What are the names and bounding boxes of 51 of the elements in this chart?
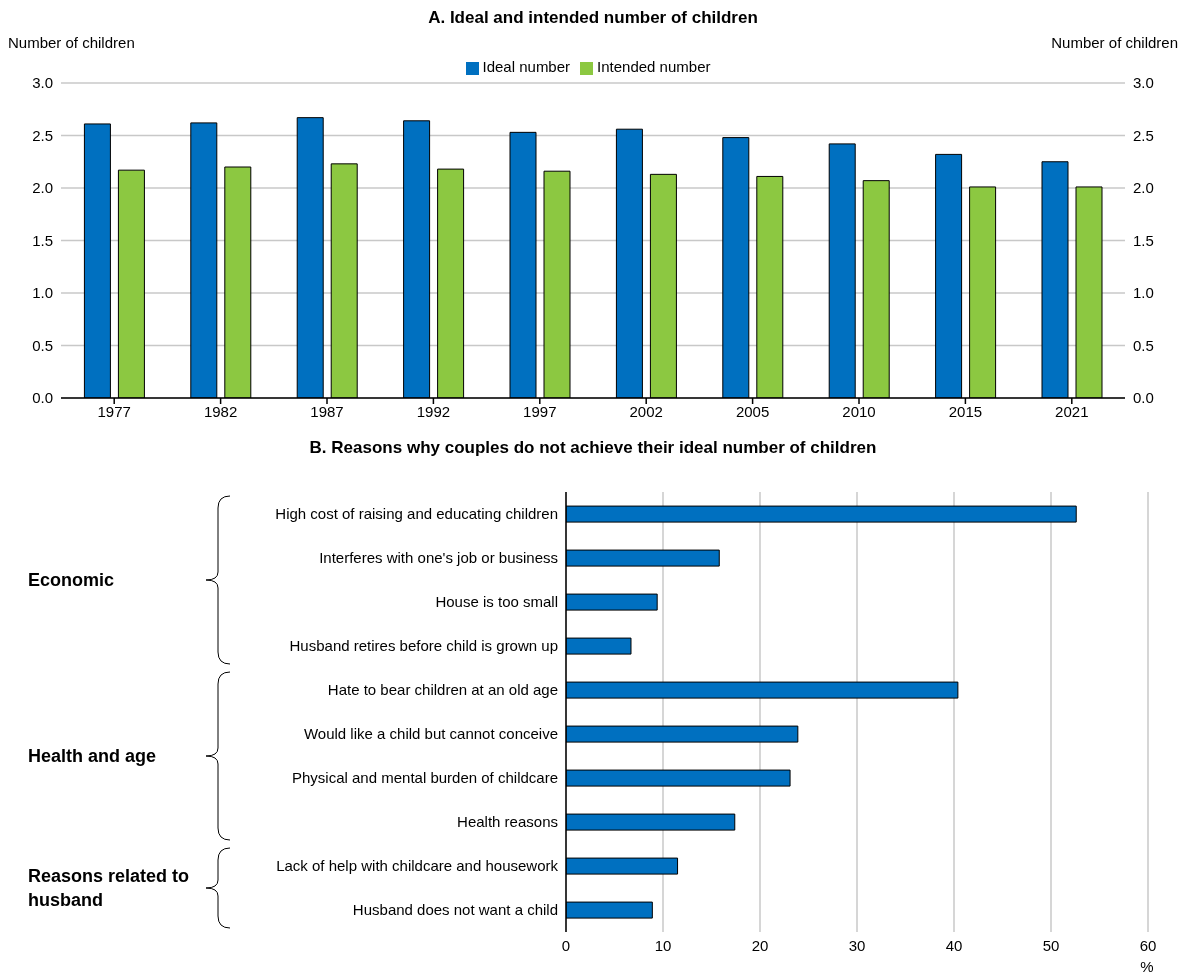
x-tick-label: 1997 [523, 402, 557, 420]
x-tick-label: 30 [848, 936, 866, 954]
y-tick-label: Husband does not want a child [352, 901, 558, 919]
x-tick-label: 1987 [310, 402, 344, 420]
y-tick-label: Would like a child but cannot conceive [303, 725, 558, 743]
y-tick-label: 0.5 [32, 336, 53, 354]
chart-title: B. Reasons why couples do not achieve their ideal number of children [308, 438, 878, 458]
x-tick-label: 1982 [203, 402, 238, 420]
x-tick-label: 2005 [735, 402, 770, 420]
legend-label: Intended number [597, 58, 711, 75]
x-tick-label: 1992 [416, 402, 451, 420]
x-tick-label: 20 [751, 936, 769, 954]
legend-label: Ideal number [482, 58, 571, 75]
y2-tick-label: 2.5 [1133, 126, 1154, 144]
x-tick-label: 0 [561, 936, 571, 954]
x-tick-label: 1977 [97, 402, 131, 420]
x-tick-label: 10 [654, 936, 672, 954]
text: Reasons related to husband [28, 865, 191, 912]
y-tick-label: Interferes with one's job or business [319, 549, 558, 567]
y-tick-label: 1.5 [32, 231, 53, 249]
y-tick-label: 2.0 [32, 179, 53, 197]
x-tick-label: 2002 [629, 402, 663, 420]
y2-tick-label: 2.0 [1133, 179, 1154, 197]
y-tick-label: Hate to bear children at an old age [327, 681, 558, 699]
y-tick-label: Physical and mental burden of childcare [292, 769, 558, 787]
x-tick-label: 50 [1042, 936, 1060, 954]
x-tick-label: 60 [1139, 936, 1157, 954]
y-tick-label: Health reasons [457, 813, 558, 831]
text: Economic [28, 569, 116, 592]
y2-tick-label: 1.5 [1133, 231, 1154, 249]
chart-title: A. Ideal and intended number of children [427, 8, 759, 28]
y-axis-title: Number of children [8, 34, 135, 51]
x-axis-title: % [1139, 958, 1155, 975]
y-tick-label: Husband retires before child is grown up [289, 637, 558, 655]
x-tick-label: 2021 [1055, 402, 1089, 420]
y-tick-label: House is too small [435, 593, 558, 611]
x-tick-label: 2010 [842, 402, 876, 420]
y-tick-label: 1.0 [32, 284, 53, 302]
y2-tick-label: 1.0 [1133, 284, 1154, 302]
y-tick-label: 0.0 [32, 389, 53, 407]
y-tick-label: High cost of raising and educating children [275, 505, 558, 523]
y-tick-label: 3.0 [32, 74, 53, 92]
y-tick-label: 2.5 [32, 126, 53, 144]
y2-tick-label: 0.0 [1133, 389, 1154, 407]
x-tick-label: 40 [945, 936, 963, 954]
text: Health and age [28, 745, 158, 768]
y-tick-label: Lack of help with childcare and housework [276, 857, 559, 875]
y2-tick-label: 0.5 [1133, 336, 1154, 354]
x-tick-label: 2015 [948, 402, 983, 420]
y2-tick-label: 3.0 [1133, 74, 1154, 92]
y2-axis-title: Number of children [1051, 34, 1178, 51]
